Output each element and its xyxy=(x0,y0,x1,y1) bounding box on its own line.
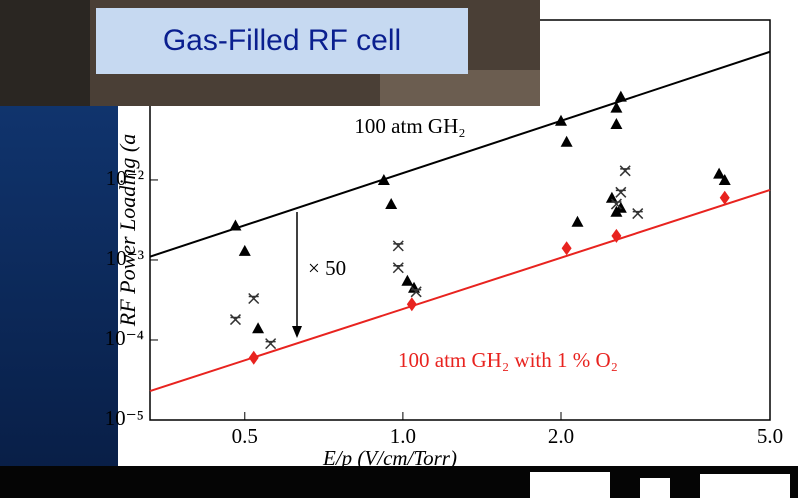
y-tick-label: 10⁻⁴ xyxy=(105,326,144,350)
cross-marker xyxy=(392,262,404,274)
triangle-marker xyxy=(238,244,251,256)
bottom-block xyxy=(530,472,610,498)
x-tick-label: 2.0 xyxy=(548,424,574,448)
bottom-block xyxy=(700,474,790,498)
triangle-marker xyxy=(229,219,242,231)
triangle-marker xyxy=(377,173,390,185)
triangle-marker xyxy=(713,167,726,179)
triangle-marker xyxy=(401,274,414,286)
triangle-marker xyxy=(610,101,623,113)
y-tick-label: 10⁻² xyxy=(106,166,144,190)
triangle-marker xyxy=(605,191,618,203)
triangle-marker xyxy=(560,135,573,147)
bottom-bar xyxy=(0,466,798,498)
x-tick-label: 0.5 xyxy=(232,424,258,448)
y-tick-label: 10⁻³ xyxy=(106,246,144,270)
annotation: × 50 xyxy=(308,256,346,280)
x-tick-label: 5.0 xyxy=(757,424,783,448)
cross-marker xyxy=(229,314,241,326)
y-tick-label: 10⁻⁵ xyxy=(105,406,144,430)
diamond-marker xyxy=(719,190,730,205)
bottom-block xyxy=(640,478,670,498)
cross-marker xyxy=(610,198,622,210)
diamond-marker xyxy=(406,297,417,312)
x-axis-label: E/p (V/cm/Torr) xyxy=(322,446,457,470)
fit-line xyxy=(149,50,771,258)
triangle-marker xyxy=(385,198,398,210)
triangle-marker xyxy=(614,90,627,102)
arrow-head xyxy=(292,326,302,338)
triangle-marker xyxy=(610,118,623,130)
diamond-marker xyxy=(248,350,259,365)
photo-shade xyxy=(0,0,90,106)
cross-marker xyxy=(632,208,644,220)
cross-marker xyxy=(248,292,260,305)
cross-marker xyxy=(619,165,631,177)
diamond-marker xyxy=(611,228,622,243)
label-box xyxy=(96,8,468,74)
diamond-marker xyxy=(561,241,572,256)
x-tick-label: 1.0 xyxy=(390,424,416,448)
photo-inset: Gas-Filled RF cell xyxy=(0,0,540,106)
cross-marker xyxy=(392,240,404,252)
slide-label: Gas-Filled RF cell xyxy=(163,24,401,57)
plot: E/p (V/cm/Torr) RF Power Loading (a 0.5 1… xyxy=(105,19,783,470)
triangle-marker xyxy=(252,322,265,334)
triangle-marker xyxy=(718,173,731,185)
triangle-marker xyxy=(571,215,584,227)
cross-marker xyxy=(410,286,422,298)
annotation: 100 atm GH₂ with 1 % O₂ xyxy=(398,348,618,372)
annotation: 100 atm GH₂ xyxy=(354,114,465,138)
triangle-marker xyxy=(554,114,567,126)
triangle-marker xyxy=(614,201,627,213)
y-axis-label: RF Power Loading (a xyxy=(115,134,140,328)
photo-shade xyxy=(380,70,540,106)
cross-marker xyxy=(615,186,627,198)
cross-marker xyxy=(265,338,277,350)
